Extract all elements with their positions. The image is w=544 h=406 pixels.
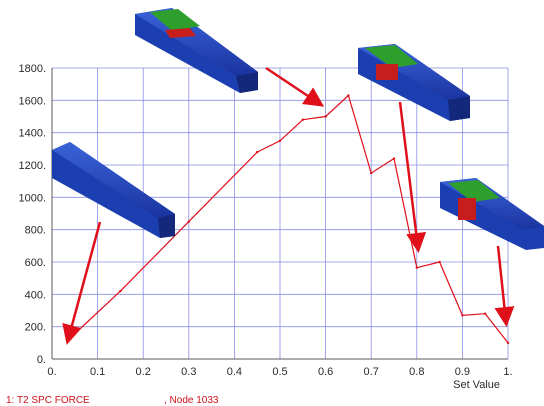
legend-series-name: 1: T2 SPC FORCE [6,395,90,406]
y-tick-label: 0. [37,354,46,366]
y-tick-label: 1200. [18,160,46,172]
x-tick-label: 0.9 [455,366,470,378]
data-point [461,314,464,317]
x-tick-label: 0.7 [364,366,379,378]
data-point [506,341,510,345]
x-tick-label: 1. [503,366,512,378]
x-tick-label: 0.2 [136,366,151,378]
data-point [187,220,190,223]
axes [51,68,508,360]
y-tick-label: 1400. [18,128,46,140]
x-tick-labels: 0. 0.1 0.2 0.3 0.4 0.5 0.6 0.7 0.8 0.9 1. [47,366,512,378]
data-point [278,139,282,142]
data-point [438,260,441,264]
y-tick-label: 1600. [18,95,46,107]
x-tick-label: 0.1 [90,366,105,378]
y-tick-label: 400. [25,289,46,301]
x-tick-label: 0.3 [181,366,196,378]
beam-image-top-right [358,44,470,121]
data-point [392,157,396,160]
x-tick-label: 0. [47,366,56,378]
data-point [347,94,350,97]
x-tick-label: 0.4 [227,366,242,378]
y-tick-label: 200. [25,322,46,334]
beam-image-right [440,178,544,250]
beam-image-top-center [135,8,258,93]
data-point [415,266,418,269]
data-point [484,312,487,315]
y-tick-labels: 0. 200. 400. 600. 800. 1000. 1200. 1400. 1600. 18… [18,63,46,366]
legend: 1: T2 SPC FORCE , Node 1033 [6,395,219,406]
data-point [119,289,122,293]
data-point [256,150,259,154]
y-tick-label: 1000. [18,192,46,204]
x-axis-title: Set Value [453,379,500,391]
annotation-arrows [62,66,515,345]
y-tick-label: 800. [25,225,46,237]
data-point [370,171,373,175]
data-point [324,115,327,118]
series-group [69,94,510,345]
x-tick-label: 0.6 [318,366,333,378]
y-tick-label: 600. [25,257,46,269]
y-tick-label: 1800. [18,63,46,75]
arrow-to-start [62,221,102,345]
beam-image-left [52,142,175,238]
arrow-to-drop [398,101,427,253]
legend-series-suffix: , Node 1033 [164,395,219,406]
arrow-to-peak [265,66,325,107]
x-tick-label: 0.8 [409,366,424,378]
arrow-to-end [494,245,515,327]
data-point [301,118,304,121]
x-tick-label: 0.5 [272,366,287,378]
